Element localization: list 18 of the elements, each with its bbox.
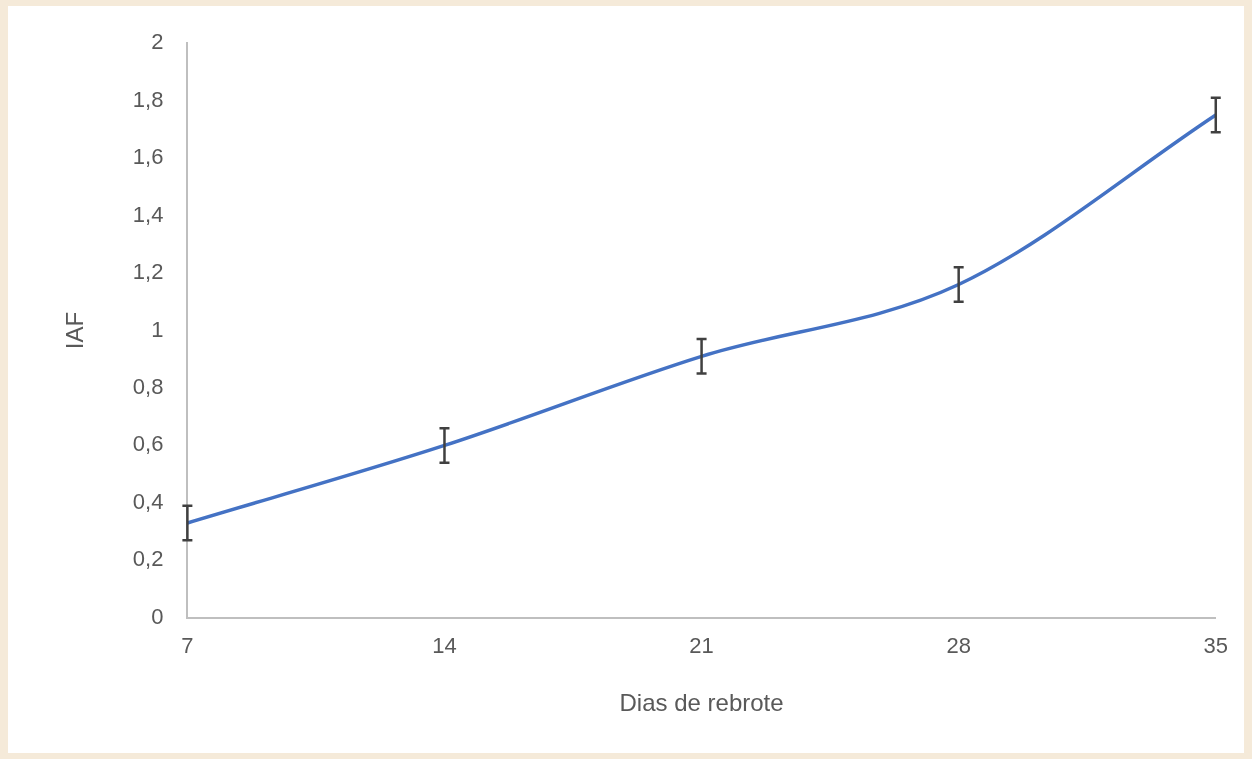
x-tick-label: 7 bbox=[181, 633, 194, 659]
y-tick-label: 0,4 bbox=[132, 488, 164, 514]
x-tick-label: 14 bbox=[432, 633, 457, 659]
y-tick-label: 2 bbox=[151, 29, 164, 55]
y-tick-label: 0,6 bbox=[132, 431, 164, 457]
y-tick-label: 1 bbox=[151, 316, 164, 342]
y-tick-label: 0,2 bbox=[132, 546, 164, 572]
y-tick-label: 1,6 bbox=[132, 144, 164, 170]
y-tick-label: 0 bbox=[151, 603, 164, 629]
y-tick-label: 1,8 bbox=[132, 86, 164, 112]
x-tick-label: 35 bbox=[1203, 633, 1229, 659]
y-axis-title: IAF bbox=[61, 311, 89, 350]
x-axis-title: Dias de rebrote bbox=[619, 689, 784, 717]
x-tick-label: 21 bbox=[689, 633, 714, 659]
x-tick-label: 28 bbox=[946, 633, 971, 659]
y-tick-label: 1,4 bbox=[132, 201, 164, 227]
y-tick-label: 1,2 bbox=[132, 259, 164, 285]
y-tick-label: 0,8 bbox=[132, 374, 164, 400]
